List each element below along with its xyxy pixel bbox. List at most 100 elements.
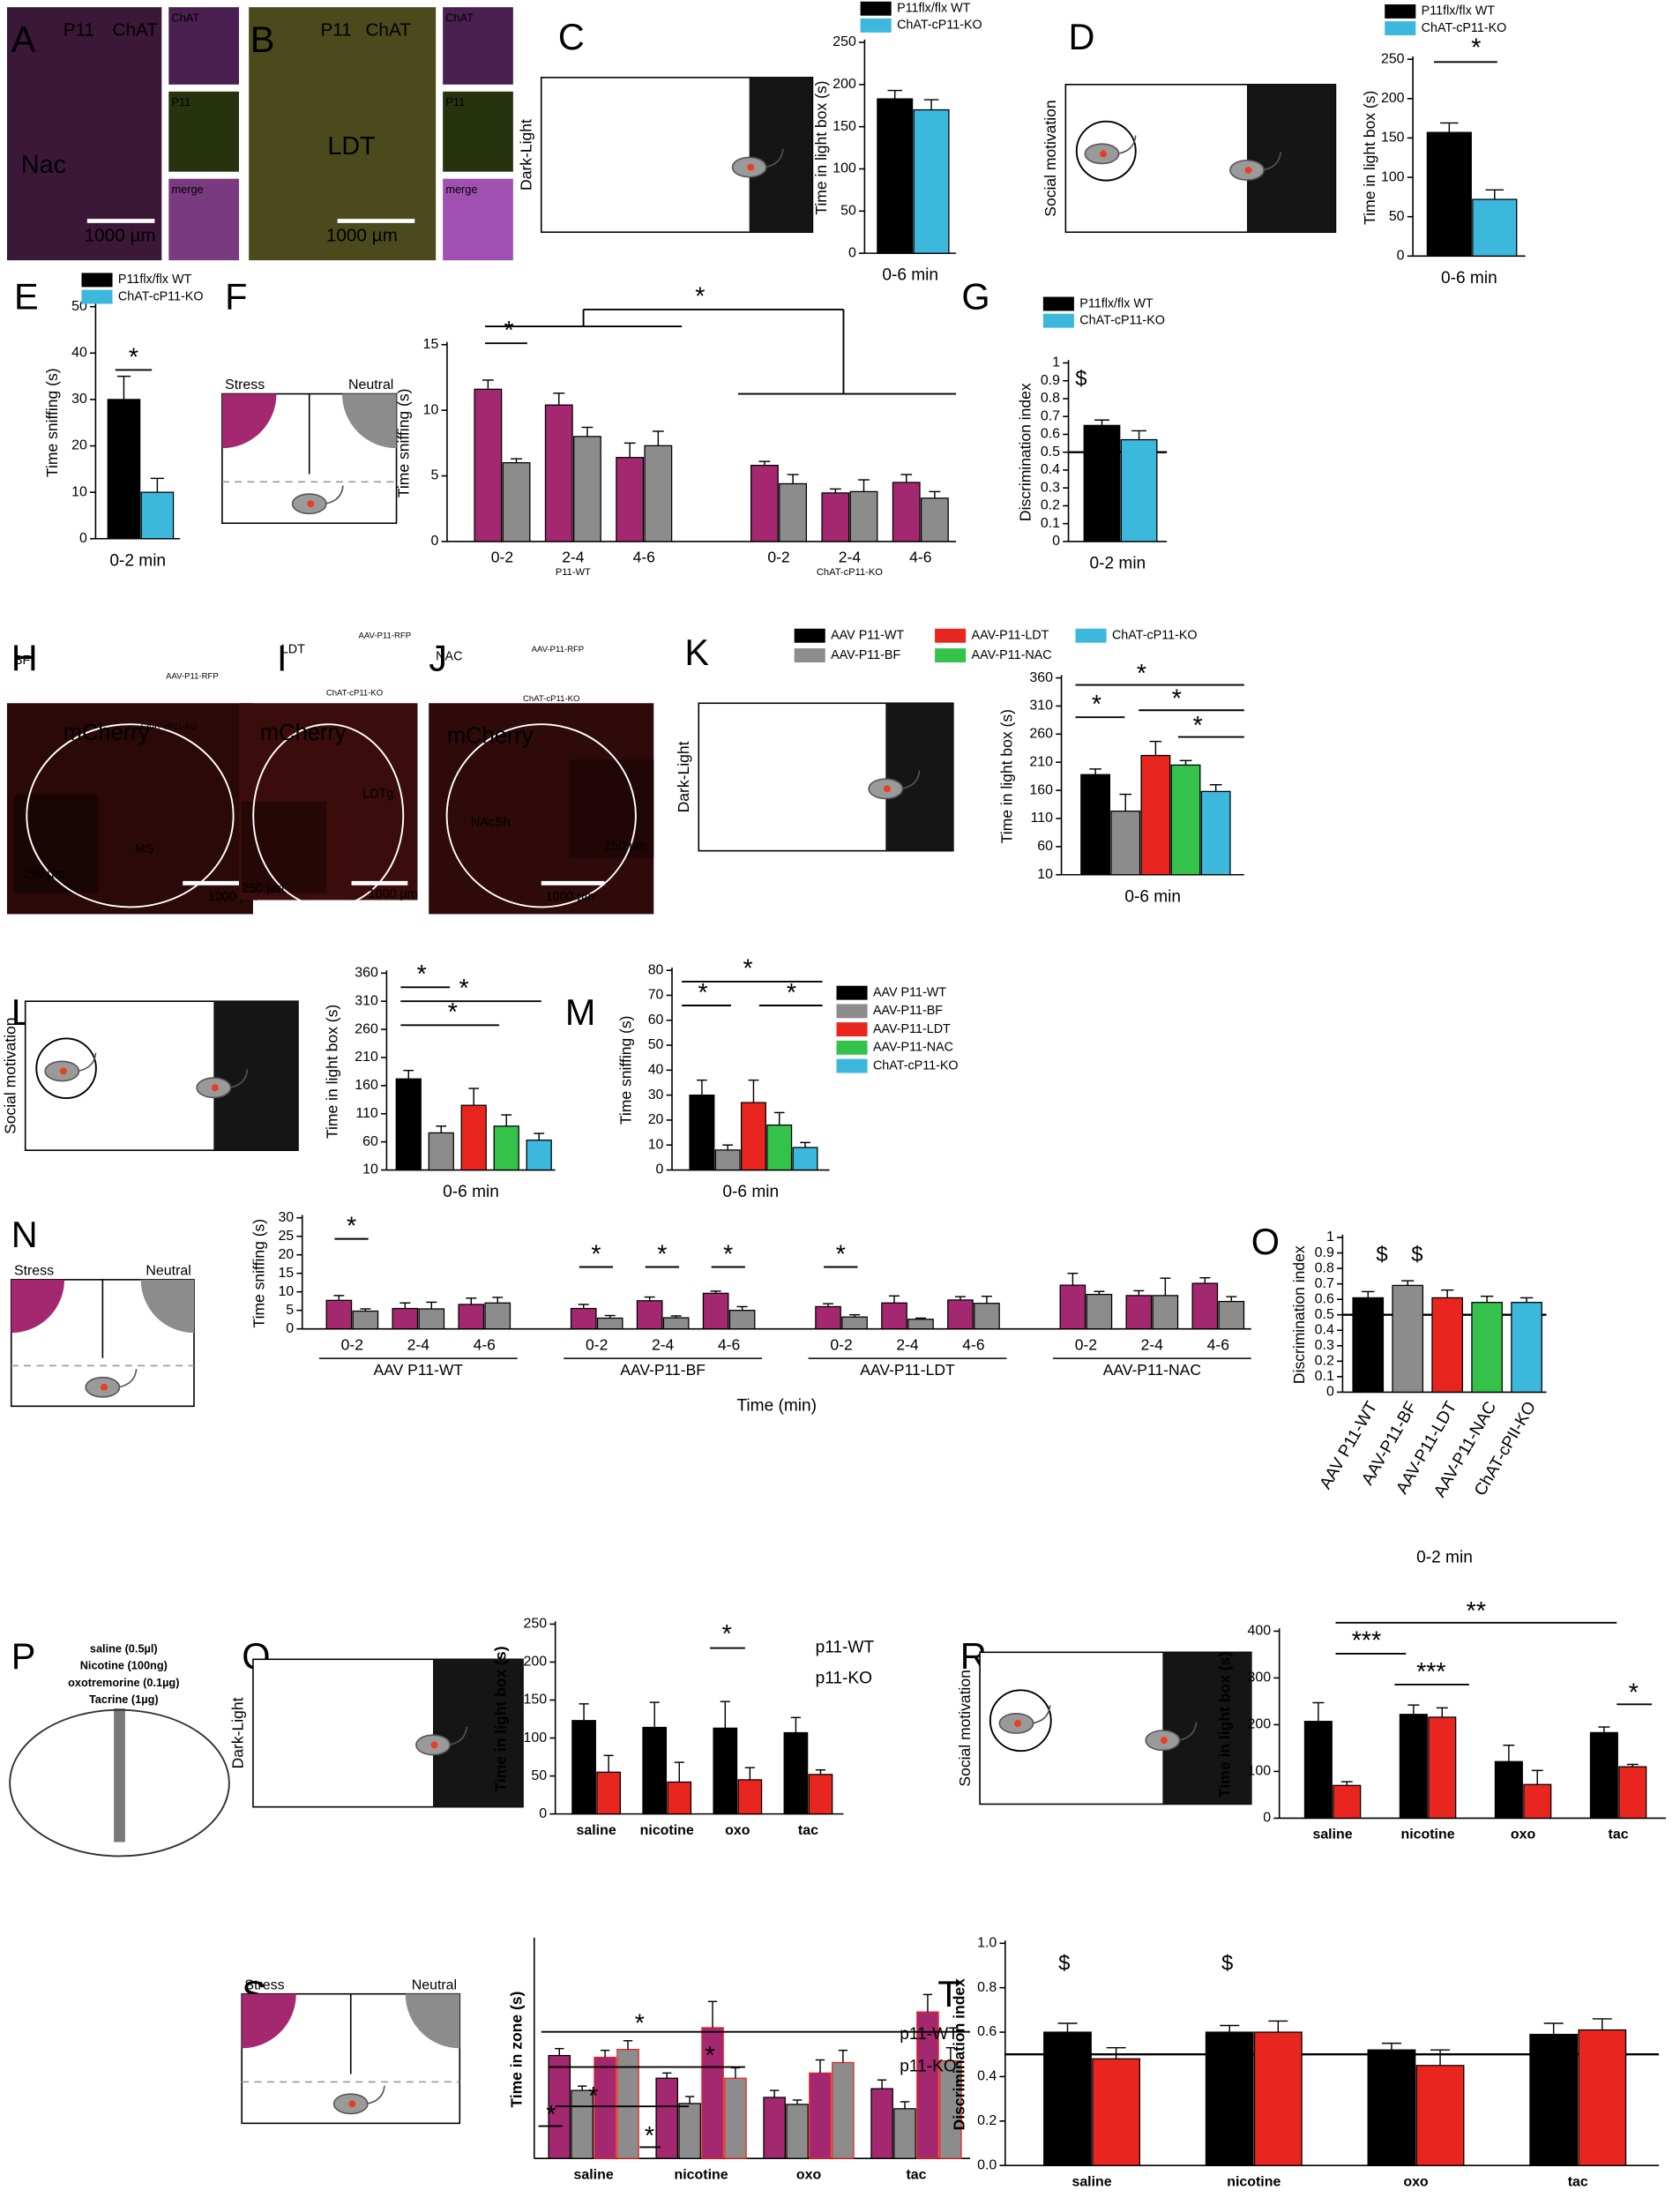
dark-box — [1162, 1652, 1251, 1805]
bar — [428, 1132, 454, 1171]
image-label: ChAT — [171, 11, 199, 24]
bar — [1140, 754, 1171, 876]
diagram-label: Dark-Light — [229, 1697, 247, 1768]
bar — [841, 1316, 868, 1330]
y-tick-label: 360 — [355, 966, 378, 981]
bar — [1092, 2058, 1141, 2166]
panel-letter: F — [225, 276, 247, 318]
image-region — [6, 7, 162, 261]
bar — [460, 1104, 487, 1171]
legend-label: AAV P11-WT — [873, 985, 946, 999]
annotation: * — [698, 979, 707, 1007]
panel-letter: A — [11, 19, 36, 60]
image-label: 250 µm — [23, 868, 65, 882]
panel-letter: C — [558, 16, 585, 57]
y-tick-label: 310 — [355, 993, 378, 1008]
bar — [140, 491, 175, 540]
y-tick-label: 0 — [1263, 1811, 1271, 1826]
legend-label: P11flx/flx WT — [897, 2, 971, 16]
bar — [766, 1124, 793, 1171]
diagram-label: Stress — [14, 1264, 54, 1279]
image-label: LDTg — [362, 788, 393, 802]
bar — [1080, 774, 1111, 876]
y-tick-label: 260 — [1029, 727, 1053, 742]
mouse-marker — [1100, 150, 1108, 158]
x-tick-label: 2-4 — [652, 1335, 675, 1353]
y-tick-label: 0.4 — [1041, 462, 1060, 477]
bar — [1083, 424, 1121, 542]
bar — [1110, 811, 1141, 876]
bar — [1303, 1721, 1333, 1820]
x-tick-label: nicotine — [1227, 2175, 1281, 2190]
bar — [526, 1140, 552, 1171]
y-tick-label: 0.8 — [977, 1980, 997, 1995]
image-region — [13, 794, 99, 893]
y-tick-label: 0.4 — [1315, 1322, 1334, 1337]
image-region — [450, 618, 633, 701]
y-axis-label: Time in light box (s) — [323, 1005, 340, 1139]
y-tick-label: 30 — [648, 1088, 664, 1102]
image-region — [443, 7, 513, 85]
bar — [1399, 1714, 1428, 1820]
image-label: AAV-P11-RFP — [532, 645, 585, 654]
y-tick-label: 0.9 — [1315, 1245, 1334, 1260]
y-tick-label: 50 — [648, 1037, 664, 1052]
y-axis-label: Time sniffing (s) — [617, 1016, 635, 1125]
legend-label: p11-WT — [900, 2025, 959, 2044]
legend-label: AAV P11-WT — [831, 629, 904, 643]
diagram-label: Dark-Light — [675, 741, 692, 812]
y-tick-label: 0.4 — [977, 2069, 997, 2084]
y-axis-label: Time in light box (s) — [812, 80, 830, 214]
bar — [849, 490, 878, 542]
bar — [573, 436, 601, 542]
image-label: 250 µm — [242, 881, 284, 895]
bar — [689, 1094, 715, 1171]
image-label: saline (0.5µl) — [90, 1641, 158, 1655]
bar — [740, 1102, 766, 1171]
y-tick-label: 0 — [430, 534, 438, 549]
bar — [1152, 1295, 1179, 1330]
bar — [644, 445, 673, 542]
legend-swatch — [860, 1, 892, 16]
annotation: * — [1092, 691, 1101, 719]
image-label: merge — [171, 183, 203, 196]
y-tick-label: 210 — [1029, 754, 1053, 769]
image-region — [443, 178, 513, 261]
bar — [947, 1299, 974, 1330]
x-tick-label: oxo — [796, 2168, 822, 2183]
x-tick-label: 4-6 — [474, 1335, 496, 1353]
x-axis-label: 0-2 min — [1089, 554, 1146, 572]
panel-letter: K — [684, 632, 709, 673]
bar — [870, 2088, 893, 2159]
image-label: ChAT-cP11-KO — [326, 689, 383, 699]
annotation: * — [836, 1240, 846, 1268]
y-tick-label: 15 — [423, 337, 439, 352]
mouse-tail — [1262, 152, 1282, 171]
panel-letter: H — [11, 637, 38, 678]
annotation: * — [588, 2082, 598, 2111]
bar — [392, 1307, 419, 1330]
bar — [678, 2103, 701, 2159]
y-tick-label: 0 — [1052, 534, 1060, 549]
bar — [1511, 1302, 1542, 1394]
y-axis-label: Time sniffing (s) — [250, 1219, 268, 1328]
panel-letter: I — [277, 637, 287, 678]
y-tick-label: 0 — [656, 1162, 664, 1177]
x-tick-label: 0-2 — [767, 549, 789, 566]
y-tick-label: 150 — [524, 1693, 548, 1708]
y-tick-label: 5 — [430, 468, 438, 483]
legend-label: P11flx/flx WT — [118, 273, 192, 287]
annotation: * — [504, 317, 513, 345]
image-label: 1000 µm — [85, 225, 156, 245]
bar — [892, 482, 921, 542]
y-tick-label: 110 — [1031, 811, 1054, 826]
image-region — [114, 1708, 125, 1842]
y-tick-label: 0.0 — [977, 2157, 997, 2172]
y-tick-label: 150 — [1381, 131, 1405, 146]
annotation: * — [1471, 34, 1481, 63]
dark-box — [749, 77, 813, 233]
bar — [1352, 1297, 1385, 1394]
legend-swatch — [836, 1004, 868, 1019]
